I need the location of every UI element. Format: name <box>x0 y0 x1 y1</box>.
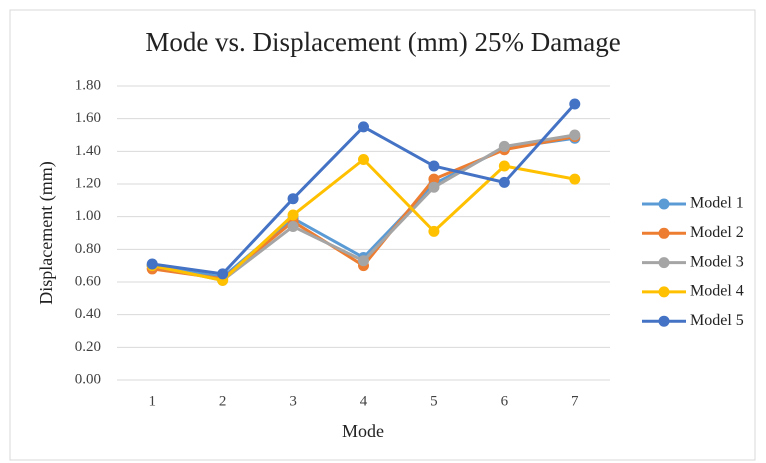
data-point <box>569 129 581 141</box>
data-point <box>428 160 440 172</box>
data-point <box>358 121 369 133</box>
legend-label: Model 4 <box>690 283 744 300</box>
x-tick-label: 1 <box>148 393 156 409</box>
data-point <box>287 193 299 205</box>
x-tick-label: 3 <box>289 393 297 409</box>
y-tick-label: 0.80 <box>75 241 101 257</box>
data-point <box>498 140 510 152</box>
y-tick-label: 0.60 <box>75 273 101 289</box>
x-tick-label: 7 <box>571 393 579 409</box>
y-tick-label: 0.40 <box>75 306 101 322</box>
legend-marker <box>658 227 670 239</box>
data-point <box>287 209 299 221</box>
y-tick-label: 0.20 <box>75 339 101 355</box>
data-point <box>428 225 440 237</box>
legend-marker <box>658 198 670 210</box>
y-tick-label: 1.20 <box>75 175 101 191</box>
x-tick-label: 6 <box>501 393 509 409</box>
x-tick-label: 2 <box>219 393 227 409</box>
legend-marker <box>658 286 670 298</box>
chart-frame <box>9 9 756 461</box>
y-tick-label: 1.80 <box>75 77 101 93</box>
y-axis-label: Displacement (mm) <box>36 161 57 304</box>
data-point <box>287 220 299 232</box>
data-point <box>498 160 510 172</box>
data-point <box>217 268 229 280</box>
legend-label: Model 3 <box>690 253 744 270</box>
x-tick-label: 5 <box>430 393 438 409</box>
data-point <box>358 154 369 165</box>
data-point <box>358 255 369 267</box>
y-tick-label: 1.00 <box>75 208 101 224</box>
data-point <box>569 98 581 110</box>
legend-marker <box>658 257 670 269</box>
legend-label: Model 2 <box>690 224 744 241</box>
x-axis-label: Mode <box>342 421 384 441</box>
y-tick-label: 1.40 <box>75 143 101 159</box>
data-point <box>569 173 581 185</box>
chart-title: Mode vs. Displacement (mm) 25% Damage <box>145 27 620 57</box>
data-point <box>498 176 510 188</box>
x-tick-label: 4 <box>360 393 368 409</box>
y-tick-label: 0.00 <box>75 371 101 387</box>
data-point <box>428 181 440 193</box>
legend-label: Model 5 <box>690 312 744 329</box>
legend-label: Model 1 <box>690 195 744 212</box>
legend-marker <box>658 315 670 327</box>
y-tick-label: 1.60 <box>75 110 101 126</box>
data-point <box>428 173 440 185</box>
data-point <box>146 258 158 270</box>
